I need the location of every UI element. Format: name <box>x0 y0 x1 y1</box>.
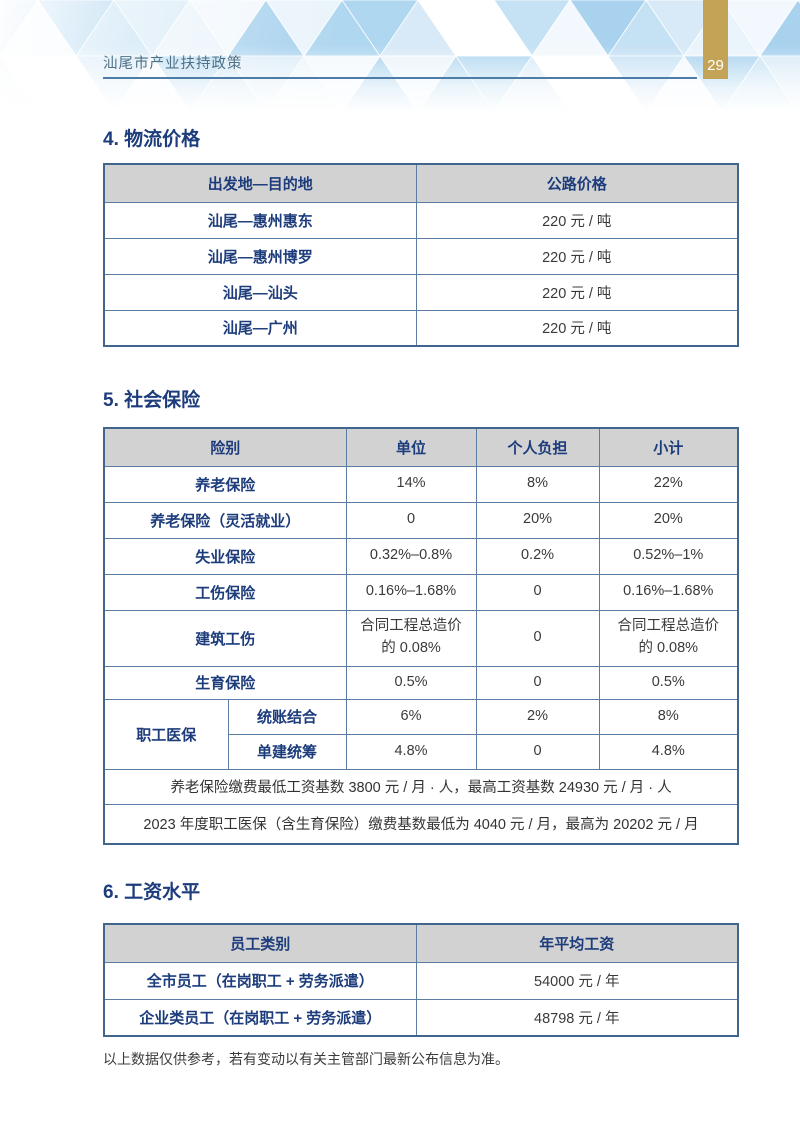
subtotal-cell: 4.8% <box>598 733 739 770</box>
section-title-wages: 6. 工资水平 <box>103 882 201 903</box>
page-header: 汕尾市产业扶持政策 29 <box>0 0 800 112</box>
category-cell: 企业类员工（在岗职工 + 劳务派遣） <box>103 998 417 1037</box>
header-cell-route: 出发地—目的地 <box>103 163 417 203</box>
table-note-row: 2023 年度职工医保（含生育保险）缴费基数最低为 4040 元 / 月，最高为… <box>103 803 739 845</box>
insurance-sublabel-cell: 统账结合 <box>227 698 347 735</box>
personal-rate-cell: 0 <box>475 609 600 667</box>
insurance-label-cell: 建筑工伤 <box>103 609 347 667</box>
section-title-social: 5. 社会保险 <box>103 390 201 411</box>
table-note-row: 养老保险缴费最低工资基数 3800 元 / 月 · 人，最高工资基数 24930… <box>103 768 739 805</box>
employer-rate-cell: 合同工程总造价的 0.08% <box>345 609 477 667</box>
route-cell: 汕尾—广州 <box>103 309 417 347</box>
page-number-bar: 29 <box>703 0 728 79</box>
personal-rate-cell: 0 <box>475 573 600 611</box>
personal-rate-cell: 0 <box>475 733 600 770</box>
employer-rate-cell: 0.32%–0.8% <box>345 537 477 575</box>
employer-rate-cell: 6% <box>345 698 477 735</box>
personal-rate-cell: 8% <box>475 465 600 503</box>
personal-rate-cell: 20% <box>475 501 600 539</box>
table-row: 生育保险 0.5% 0 0.5% <box>103 665 739 700</box>
price-cell: 220 元 / 吨 <box>415 201 739 239</box>
subtotal-cell: 0.16%–1.68% <box>598 573 739 611</box>
page-number: 29 <box>707 57 724 74</box>
employer-rate-cell: 0.16%–1.68% <box>345 573 477 611</box>
header-cell-type: 险别 <box>103 427 347 467</box>
header-cell-personal: 个人负担 <box>475 427 600 467</box>
subtotal-cell: 8% <box>598 698 739 735</box>
price-cell: 220 元 / 吨 <box>415 309 739 347</box>
table-header-row: 出发地—目的地 公路价格 <box>103 163 739 203</box>
route-cell: 汕尾—惠州博罗 <box>103 237 417 275</box>
insurance-label-cell: 失业保险 <box>103 537 347 575</box>
table-row: 建筑工伤 合同工程总造价的 0.08% 0 合同工程总造价的 0.08% <box>103 609 739 667</box>
salary-cell: 54000 元 / 年 <box>415 961 739 1000</box>
insurance-label-cell: 生育保险 <box>103 665 347 700</box>
table-row: 全市员工（在岗职工 + 劳务派遣） 54000 元 / 年 <box>103 961 739 1000</box>
route-cell: 汕尾—汕头 <box>103 273 417 311</box>
insurance-label-cell: 工伤保险 <box>103 573 347 611</box>
employer-rate-cell: 4.8% <box>345 733 477 770</box>
table-row: 汕尾—惠州惠东 220 元 / 吨 <box>103 201 739 239</box>
subtotal-cell: 22% <box>598 465 739 503</box>
section-logistics: 4. 物流价格 出发地—目的地 公路价格 汕尾—惠州惠东 220 元 / 吨 汕… <box>103 128 739 347</box>
header-cell-subtotal: 小计 <box>598 427 739 467</box>
header-cell-category: 员工类别 <box>103 923 417 963</box>
section-wages: 6. 工资水平 员工类别 年平均工资 全市员工（在岗职工 + 劳务派遣） 540… <box>103 881 739 1037</box>
personal-rate-cell: 0 <box>475 665 600 700</box>
pension-base-note: 养老保险缴费最低工资基数 3800 元 / 月 · 人，最高工资基数 24930… <box>103 768 739 805</box>
medical-base-note: 2023 年度职工医保（含生育保险）缴费基数最低为 4040 元 / 月，最高为… <box>103 803 739 845</box>
table-row: 汕尾—汕头 220 元 / 吨 <box>103 273 739 311</box>
insurance-label-cell: 养老保险 <box>103 465 347 503</box>
header-rule <box>103 77 697 79</box>
table-row: 失业保险 0.32%–0.8% 0.2% 0.52%–1% <box>103 537 739 575</box>
page-content: 4. 物流价格 出发地—目的地 公路价格 汕尾—惠州惠东 220 元 / 吨 汕… <box>103 128 740 1069</box>
header-cell-price: 公路价格 <box>415 163 739 203</box>
section-social-insurance: 5. 社会保险 险别 单位 个人负担 小计 养老保险 14% 8% 22% 养老… <box>103 389 740 845</box>
header-cell-employer: 单位 <box>345 427 477 467</box>
subtotal-cell: 合同工程总造价的 0.08% <box>598 609 739 667</box>
employer-rate-cell: 0.5% <box>345 665 477 700</box>
table-row: 单建统筹 4.8% 0 4.8% <box>104 733 739 770</box>
personal-rate-cell: 0.2% <box>475 537 600 575</box>
table-header-row: 员工类别 年平均工资 <box>103 923 739 963</box>
table-row: 职工医保 统账结合 6% 2% 8% <box>103 698 739 770</box>
social-insurance-table: 险别 单位 个人负担 小计 养老保险 14% 8% 22% 养老保险（灵活就业）… <box>103 427 740 845</box>
price-cell: 220 元 / 吨 <box>415 237 739 275</box>
category-cell: 全市员工（在岗职工 + 劳务派遣） <box>103 961 417 1000</box>
price-cell: 220 元 / 吨 <box>415 273 739 311</box>
salary-cell: 48798 元 / 年 <box>415 998 739 1037</box>
logistics-table: 出发地—目的地 公路价格 汕尾—惠州惠东 220 元 / 吨 汕尾—惠州博罗 2… <box>103 163 739 347</box>
table-row: 养老保险（灵活就业） 0 20% 20% <box>103 501 739 539</box>
header-cell-salary: 年平均工资 <box>415 923 739 963</box>
table-row: 企业类员工（在岗职工 + 劳务派遣） 48798 元 / 年 <box>103 998 739 1037</box>
employer-rate-cell: 0 <box>345 501 477 539</box>
insurance-sublabel-cell: 单建统筹 <box>227 733 347 770</box>
table-row: 汕尾—惠州博罗 220 元 / 吨 <box>103 237 739 275</box>
route-cell: 汕尾—惠州惠东 <box>103 201 417 239</box>
table-row: 养老保险 14% 8% 22% <box>103 465 739 503</box>
doc-title: 汕尾市产业扶持政策 <box>103 56 243 72</box>
personal-rate-cell: 2% <box>475 698 600 735</box>
table-header-row: 险别 单位 个人负担 小计 <box>103 427 739 467</box>
insurance-label-cell: 养老保险（灵活就业） <box>103 501 347 539</box>
section-title-logistics: 4. 物流价格 <box>103 129 201 150</box>
subtotal-cell: 20% <box>598 501 739 539</box>
table-row: 汕尾—广州 220 元 / 吨 <box>103 309 739 347</box>
subtotal-cell: 0.52%–1% <box>598 537 739 575</box>
wages-table: 员工类别 年平均工资 全市员工（在岗职工 + 劳务派遣） 54000 元 / 年… <box>103 923 739 1037</box>
insurance-group-cell: 职工医保 <box>103 698 229 770</box>
table-row: 工伤保险 0.16%–1.68% 0 0.16%–1.68% <box>103 573 739 611</box>
disclaimer-note: 以上数据仅供参考，若有变动以有关主管部门最新公布信息为准。 <box>103 1051 509 1067</box>
employer-rate-cell: 14% <box>345 465 477 503</box>
subtotal-cell: 0.5% <box>598 665 739 700</box>
